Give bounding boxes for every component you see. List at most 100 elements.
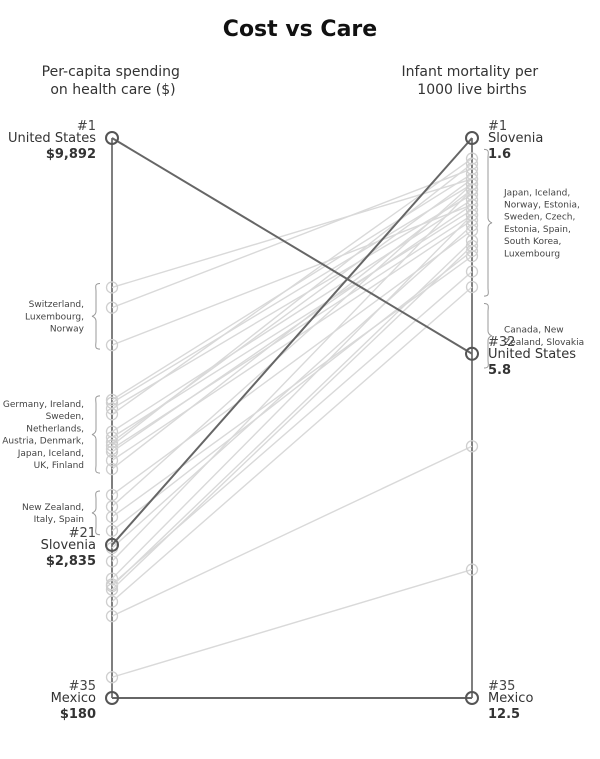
bg-slope-6 bbox=[111, 157, 473, 415]
mexico-right-rank: #35 bbox=[488, 679, 515, 694]
right-axis-title-line-2: 1000 live births bbox=[417, 82, 526, 98]
bg-right-point-12 bbox=[465, 198, 479, 211]
mexico-spending-value: $180 bbox=[60, 707, 96, 722]
bg-slope-1 bbox=[111, 168, 473, 309]
right-group-label-1-line-1: Zealand, Slovakia bbox=[504, 338, 584, 348]
left-group-label-1-line-0: Germany, Ireland, bbox=[3, 400, 84, 410]
bg-left-point-18 bbox=[105, 524, 119, 537]
united-states-left-rank: #1 bbox=[77, 119, 96, 134]
united-states-left-name: United States bbox=[8, 131, 96, 146]
bg-left-point-2 bbox=[105, 338, 119, 352]
mexico-right-point bbox=[465, 691, 479, 705]
bg-slope-25 bbox=[111, 286, 473, 603]
slovenia-right-point bbox=[465, 131, 479, 145]
left-group-brace-1 bbox=[91, 395, 101, 474]
right-axis-title-line-1: Infant mortality per bbox=[401, 64, 538, 80]
slovenia-spending-value: $2,835 bbox=[46, 554, 96, 569]
mexico-left-rank: #35 bbox=[69, 679, 96, 694]
bg-slope-23 bbox=[111, 240, 473, 587]
right-group-label-1: Canada, New Zealand, Slovakia bbox=[504, 326, 584, 348]
right-group-label-0: Japan, Iceland, Norway, Estonia, Sweden, C… bbox=[503, 188, 580, 259]
left-group-label-1-line-1: Sweden, bbox=[46, 412, 84, 422]
bg-left-point-13 bbox=[105, 454, 119, 467]
right-group-label-0-line-0: Japan, Iceland, bbox=[503, 188, 570, 198]
left-group-label-0-line-1: Luxembourg, bbox=[25, 312, 84, 322]
united-states-right-name: United States bbox=[488, 347, 576, 362]
bg-slope-14 bbox=[111, 188, 473, 470]
left-group-label-1-line-2: Netherlands, bbox=[26, 424, 84, 434]
right-axis-title: Infant mortality per 1000 live births bbox=[401, 64, 542, 98]
slovenia-right-name: Slovenia bbox=[488, 131, 543, 146]
united-states-left-point bbox=[105, 131, 119, 145]
bg-slope-4 bbox=[111, 183, 473, 404]
left-axis-title-line-1: Per-capita spending bbox=[42, 64, 180, 80]
bg-right-point-27 bbox=[465, 563, 479, 576]
bg-slope-21 bbox=[111, 214, 473, 580]
bg-slope-16 bbox=[111, 183, 473, 508]
bg-slope-10 bbox=[111, 163, 473, 446]
bg-left-point-23 bbox=[105, 579, 119, 593]
left-group-label-2: New Zealand, Italy, Spain bbox=[22, 503, 84, 525]
bg-right-point-26 bbox=[465, 440, 479, 453]
united-states-slope-line bbox=[111, 137, 473, 355]
bg-slope-19 bbox=[111, 224, 473, 549]
mexico-left-point bbox=[105, 691, 119, 705]
bg-right-point-10 bbox=[465, 157, 479, 170]
mexico-left-name: Mexico bbox=[51, 691, 96, 706]
bg-right-point-19 bbox=[465, 219, 479, 232]
bg-slope-24 bbox=[111, 245, 473, 591]
left-group-brace-2 bbox=[91, 490, 101, 536]
bg-slope-26 bbox=[111, 445, 473, 617]
group-annotations: Switzerland, Luxembourg, Norway Germany, Ir… bbox=[2, 148, 584, 536]
bg-left-point-1 bbox=[105, 301, 119, 314]
left-group-brace-0 bbox=[91, 282, 101, 350]
mexico-right-name: Mexico bbox=[488, 691, 533, 706]
right-group-label-0-line-4: South Korea, bbox=[504, 237, 561, 247]
bg-slope-20 bbox=[111, 188, 473, 562]
bg-left-point-20 bbox=[105, 555, 119, 568]
slovenia-left-point bbox=[105, 537, 119, 552]
united-states-right-point bbox=[465, 346, 479, 361]
slovenia-slope-line bbox=[111, 137, 473, 546]
left-group-label-0-line-2: Norway bbox=[50, 324, 85, 334]
left-group-label-2-line-1: Italy, Spain bbox=[34, 515, 84, 525]
slovenia-mortality-value: 1.6 bbox=[488, 147, 511, 162]
bg-left-point-6 bbox=[105, 408, 119, 421]
left-group-label-1-line-4: Japan, Iceland, bbox=[17, 449, 84, 459]
left-axis-title-line-2: on health care ($) bbox=[50, 82, 175, 98]
bg-left-point-24 bbox=[105, 583, 119, 596]
mexico-mortality-value: 12.5 bbox=[488, 707, 520, 722]
bg-left-point-12 bbox=[105, 445, 119, 458]
right-group-label-1-line-0: Canada, New bbox=[504, 326, 564, 336]
right-group-label-0-line-2: Sweden, Czech, bbox=[504, 213, 575, 223]
right-group-brace-1 bbox=[483, 303, 493, 369]
united-states-right-rank: #32 bbox=[488, 335, 515, 350]
bg-slope-2 bbox=[111, 204, 473, 346]
left-axis-title: Per-capita spending on health care ($) bbox=[42, 64, 185, 98]
bg-slope-15 bbox=[111, 229, 473, 496]
slovenia-left-rank: #21 bbox=[69, 526, 96, 541]
left-group-label-1-line-3: Austria, Denmark, bbox=[2, 437, 84, 447]
united-states-mortality-value: 5.8 bbox=[488, 363, 511, 378]
right-group-brace-0 bbox=[483, 148, 493, 297]
chart-title: Cost vs Care bbox=[223, 17, 377, 42]
united-states-spending-value: $9,892 bbox=[46, 147, 96, 162]
right-group-label-0-line-1: Norway, Estonia, bbox=[504, 200, 580, 210]
bg-right-point-25 bbox=[465, 280, 479, 294]
left-group-label-0-line-0: Switzerland, bbox=[29, 300, 84, 310]
bg-slope-27 bbox=[111, 568, 473, 678]
left-group-label-0: Switzerland, Luxembourg, Norway bbox=[25, 300, 85, 334]
bg-left-point-0 bbox=[105, 281, 119, 294]
bg-slope-0 bbox=[111, 178, 473, 289]
bg-left-point-14 bbox=[105, 462, 119, 476]
slovenia-right-rank: #1 bbox=[488, 119, 507, 134]
highlighted-slope-lines bbox=[105, 131, 479, 705]
bg-right-point-21 bbox=[465, 208, 479, 222]
left-group-label-1-line-5: UK, Finland bbox=[34, 461, 84, 471]
bg-left-point-25 bbox=[105, 595, 119, 608]
left-group-label-2-line-0: New Zealand, bbox=[22, 503, 84, 513]
background-slope-lines bbox=[105, 152, 479, 684]
bg-slope-5 bbox=[111, 193, 473, 410]
